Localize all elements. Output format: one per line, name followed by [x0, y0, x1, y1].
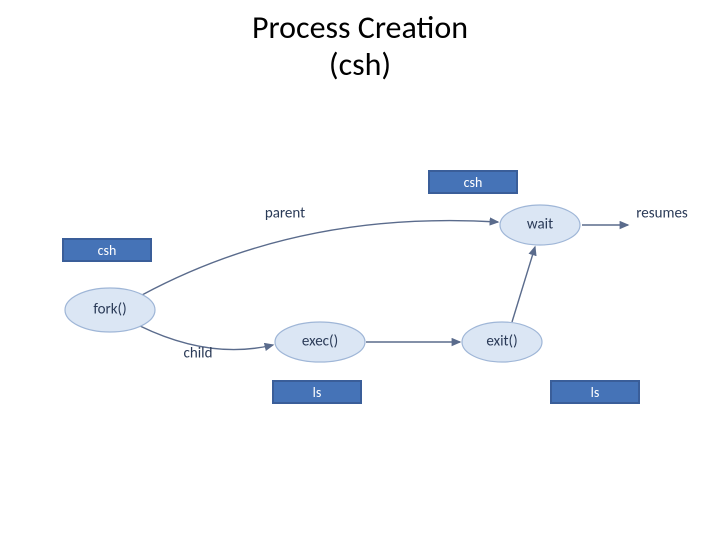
label-csh-top: csh — [428, 170, 518, 194]
edge-child-label: child — [184, 345, 213, 363]
node-wait-label: wait — [527, 216, 553, 234]
node-wait: wait — [500, 205, 580, 245]
node-exit-label: exit() — [486, 333, 517, 351]
node-fork: fork() — [65, 288, 155, 332]
slide: Process Creation (csh) parent child resu… — [0, 0, 720, 540]
process-flowchart: parent child resumes fork() exec() exit(… — [0, 0, 720, 540]
node-fork-label: fork() — [93, 301, 126, 319]
edge-parent — [142, 221, 498, 295]
edge-resumes-label: resumes — [636, 205, 688, 223]
node-exec: exec() — [275, 322, 365, 362]
edge-exit-wait — [512, 247, 535, 322]
node-exec-label: exec() — [302, 333, 338, 351]
edge-parent-label: parent — [265, 205, 305, 223]
label-ls-mid: ls — [272, 380, 362, 404]
label-csh-left: csh — [62, 238, 152, 262]
node-exit: exit() — [462, 322, 542, 362]
label-ls-right: ls — [550, 380, 640, 404]
